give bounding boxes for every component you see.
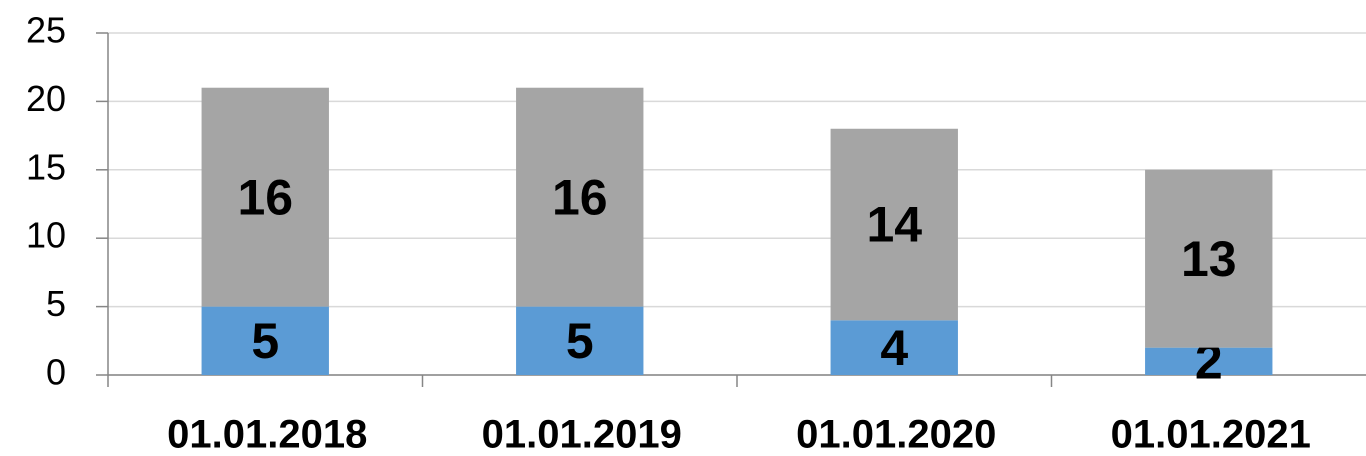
data-label: 13 — [1181, 231, 1237, 287]
bar-segment — [830, 128, 958, 321]
x-tick-label: 01.01.2021 — [1111, 413, 1311, 456]
bar-segment — [516, 306, 644, 375]
x-tick-label: 01.01.2020 — [796, 413, 996, 456]
data-label: 16 — [552, 169, 608, 225]
y-tick-label: 15 — [26, 146, 66, 187]
y-tick-label: 10 — [26, 215, 66, 256]
y-tick-label: 20 — [26, 78, 66, 119]
data-label: 16 — [237, 169, 293, 225]
x-tick-label: 01.01.2019 — [482, 413, 682, 456]
data-label: 14 — [866, 197, 922, 253]
bar-segment — [1145, 169, 1273, 348]
y-tick-label: 5 — [46, 283, 66, 324]
y-tick-label: 0 — [46, 352, 66, 393]
data-label: 4 — [880, 320, 908, 376]
bar-segment — [1145, 347, 1273, 375]
bar-segment — [516, 87, 644, 307]
bar-segment — [830, 320, 958, 375]
data-label: 5 — [566, 313, 594, 369]
data-label: 5 — [251, 313, 279, 369]
y-tick-label: 25 — [26, 10, 66, 51]
bar-segment — [201, 306, 329, 375]
bar-segment — [201, 87, 329, 307]
x-tick-label: 01.01.2018 — [167, 413, 367, 456]
